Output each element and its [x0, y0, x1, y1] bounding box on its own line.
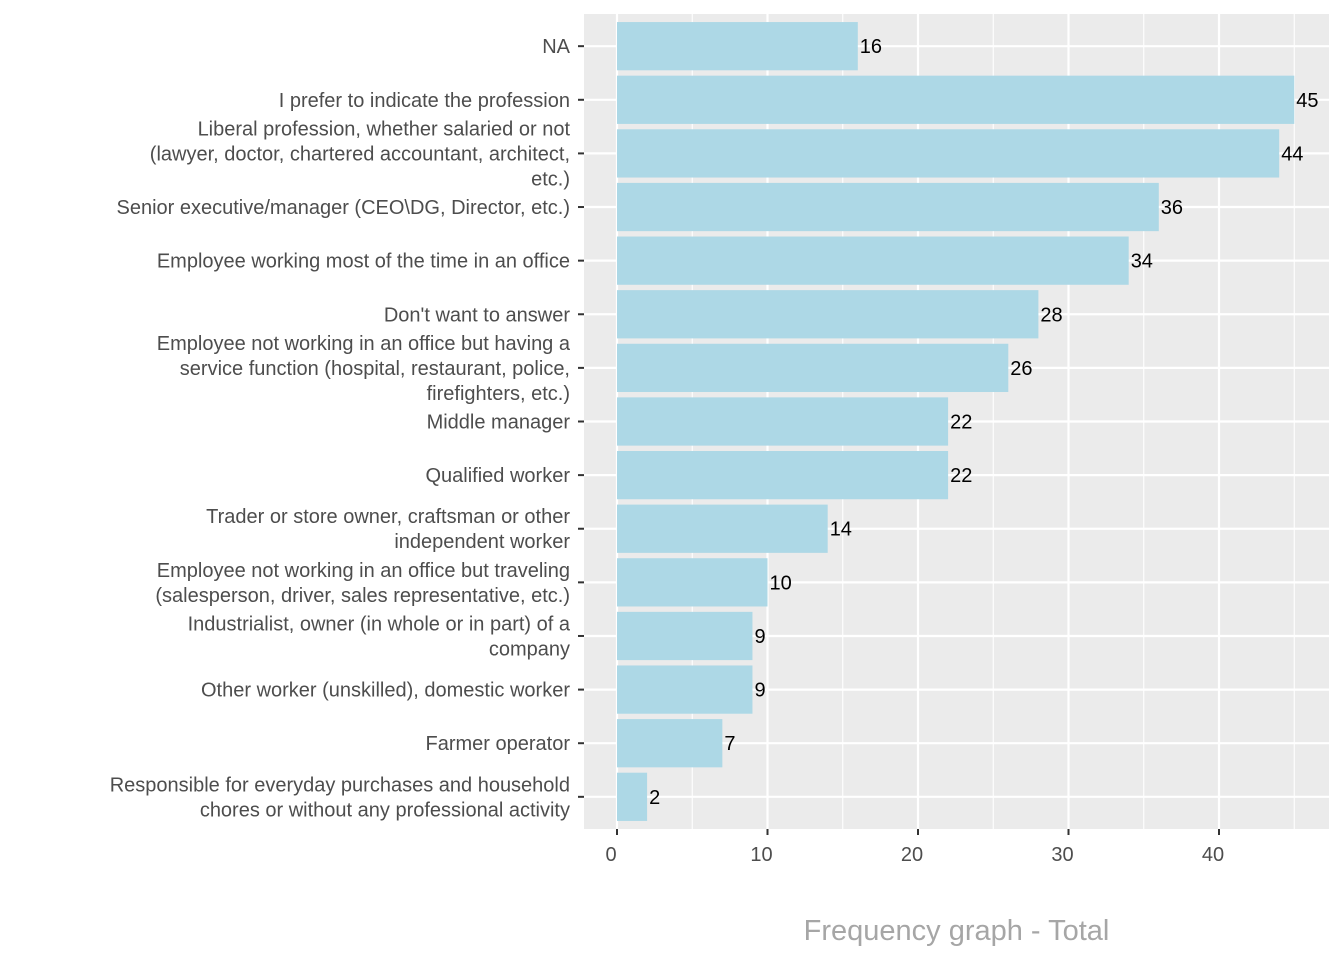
x-tick-label: 40	[1202, 844, 1224, 866]
bar	[617, 343, 1009, 393]
category-label: Industrialist, owner (in whole or in par…	[188, 613, 571, 635]
category-label: Trader or store owner, craftsman or othe…	[206, 506, 570, 528]
bar	[617, 611, 753, 661]
bar	[617, 558, 768, 607]
bar	[617, 450, 949, 500]
data-label: 26	[1010, 358, 1032, 380]
data-label: 36	[1161, 197, 1183, 219]
category-label: Qualified worker	[425, 465, 570, 487]
bar	[617, 772, 648, 821]
category-label: Senior executive/manager (CEO\DG, Direct…	[117, 197, 571, 219]
bar	[617, 182, 1159, 232]
bar	[617, 236, 1129, 285]
category-label: independent worker	[394, 531, 570, 553]
bar	[617, 397, 949, 446]
category-label: etc.)	[531, 168, 570, 190]
data-label: 44	[1281, 143, 1303, 165]
data-label: 16	[860, 36, 882, 58]
category-label: Farmer operator	[426, 733, 571, 755]
category-label: Middle manager	[427, 412, 571, 434]
data-label: 10	[770, 572, 792, 594]
category-label: Employee not working in an office but ha…	[157, 333, 571, 355]
x-tick-label: 0	[605, 844, 616, 866]
data-label: 22	[950, 412, 972, 434]
bar	[617, 719, 723, 768]
category-label: service function (hospital, restaurant, …	[180, 358, 570, 380]
category-label: company	[489, 638, 570, 660]
data-label: 2	[649, 787, 660, 809]
data-labels: 16 45 44 36 34 28 26 22 22 14 10 9 9 7 2	[649, 36, 1318, 809]
category-label: Other worker (unskilled), domestic worke…	[201, 680, 570, 702]
bar	[617, 504, 828, 553]
data-label: 22	[950, 465, 972, 487]
x-axis: 0 10 20 30 40	[605, 829, 1224, 866]
category-label: firefighters, etc.)	[427, 383, 570, 405]
bar	[617, 290, 1039, 339]
category-label: Don't want to answer	[384, 304, 570, 326]
data-label: 34	[1131, 251, 1153, 273]
bar	[617, 22, 858, 71]
data-label: 45	[1296, 90, 1318, 112]
category-label: (salesperson, driver, sales representati…	[155, 585, 570, 607]
category-label: Responsible for everyday purchases and h…	[110, 774, 570, 796]
chart-title: Frequency graph - Total	[804, 915, 1110, 947]
bar	[617, 129, 1280, 178]
x-tick-label: 20	[901, 844, 923, 866]
data-label: 28	[1040, 304, 1062, 326]
bar	[617, 665, 753, 714]
data-label: 14	[830, 519, 852, 541]
category-label: chores or without any professional activ…	[200, 799, 570, 821]
bars	[617, 22, 1295, 821]
x-tick-label: 30	[1051, 844, 1073, 866]
category-label: Employee working most of the time in an …	[157, 251, 570, 273]
category-label: Employee not working in an office but tr…	[157, 560, 570, 582]
data-label: 7	[724, 733, 735, 755]
category-label: (lawyer, doctor, chartered accountant, a…	[150, 143, 570, 165]
data-label: 9	[754, 680, 765, 702]
category-label: Liberal profession, whether salaried or …	[198, 118, 571, 140]
category-label: NA	[542, 36, 570, 58]
bar	[617, 75, 1295, 124]
data-label: 9	[754, 626, 765, 648]
y-axis: NA I prefer to indicate the profession Lib…	[110, 36, 584, 821]
x-tick-label: 10	[750, 844, 772, 866]
category-label: I prefer to indicate the profession	[279, 90, 570, 112]
